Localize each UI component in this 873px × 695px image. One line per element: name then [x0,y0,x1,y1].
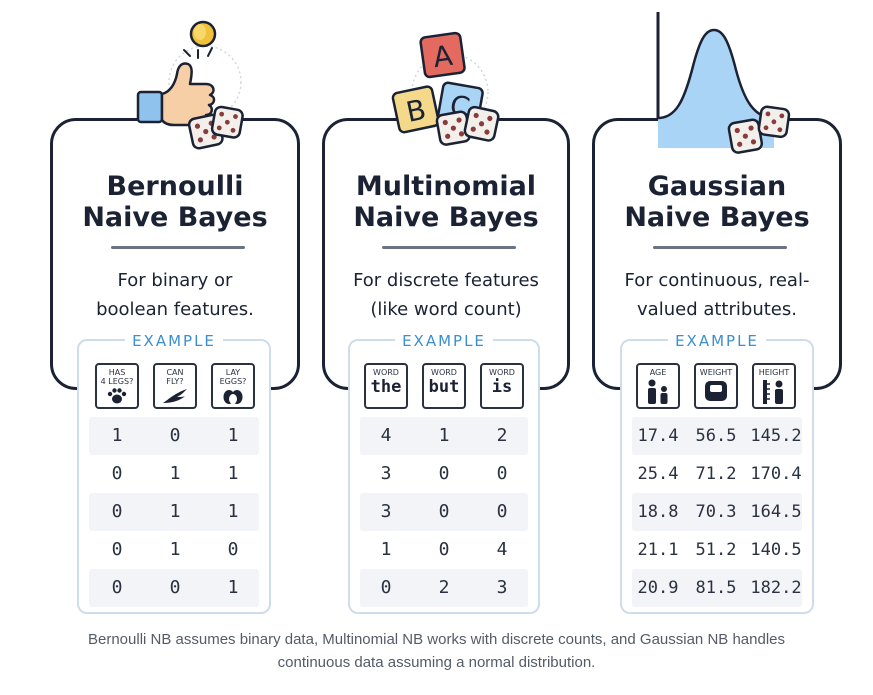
gaussian-title: Gaussian Naive Bayes [624,171,810,233]
table-row: 21.1 51.2 140.5 [637,540,802,560]
scale-icon [705,381,727,401]
gaussian-description: For continuous, real- valued attributes. [624,270,810,320]
block-letter-a: A [431,39,455,74]
people-age-icon [648,379,668,404]
wing-icon [163,389,187,403]
eggs-icon [223,390,243,404]
table-row: 25.4 71.2 170.4 [637,464,802,484]
table-row: 1 0 1 [89,417,259,455]
gaussian-example-table: EXAMPLE AGE WEIGHT HEIGHT [620,332,814,614]
gaussian-panel: Gaussian Naive Bayes For continuous, rea… [540,0,842,620]
normal-distribution-curve-icon [656,12,791,154]
paw-icon [107,388,127,404]
table-row: 0 0 1 [89,569,259,607]
table-row: 0 1 0 [111,539,239,560]
example-label: EXAMPLE [668,332,766,350]
table-row: 3 0 0 [360,493,528,531]
ruler-person-icon [763,380,783,404]
table-header-row: WORD the WORD but WORD is [350,363,538,413]
column-header-height: HEIGHT [752,363,796,409]
bernoulli-title: Bernoulli Naive Bayes [82,171,268,233]
table-row: 3 0 0 [380,463,508,484]
column-header-word-is: WORD is [480,363,524,409]
column-header-word-the: WORD the [364,363,408,409]
table-row: 17.4 56.5 145.2 [632,417,802,455]
figure-caption: Bernoulli NB assumes binary data, Multin… [88,631,785,671]
table-row: 0 1 1 [111,463,239,484]
table-body: 1 0 1 0 1 1 0 1 1 0 1 0 0 0 1 [89,417,259,607]
column-header-weight: WEIGHT [694,363,738,409]
title-divider [382,246,516,249]
abc-blocks-icon: A B C [391,31,500,146]
table-row: 20.9 81.5 182.2 [632,569,802,607]
title-divider [111,246,245,249]
multinomial-panel: Multinomial Naive Bayes For discrete fea… [270,0,570,620]
example-label: EXAMPLE [125,332,223,350]
column-header-lay-eggs: LAY EGGS? [211,363,255,409]
bernoulli-example-table: EXAMPLE HAS 4 LEGS? CAN FLY? LAY EGGS? [77,332,271,614]
example-label: EXAMPLE [395,332,493,350]
column-header-can-fly: CAN FLY? [153,363,197,409]
column-header-has-4-legs: HAS 4 LEGS? [95,363,139,409]
table-row: 4 1 2 [360,417,528,455]
table-header-row: AGE WEIGHT HEIGHT [622,363,812,413]
column-header-age: AGE [636,363,680,409]
table-row: 0 2 3 [360,569,528,607]
table-body: 17.4 56.5 145.2 25.4 71.2 170.4 18.8 70.… [632,417,802,607]
thumbs-up-coin-icon [136,20,244,150]
title-divider [653,246,787,249]
multinomial-example-table: EXAMPLE WORD the WORD but WORD is 4 1 2 … [348,332,540,614]
table-body: 4 1 2 3 0 0 3 0 0 1 0 4 0 2 3 [360,417,528,607]
bernoulli-description: For binary or boolean features. [96,270,254,320]
column-header-word-but: WORD but [422,363,466,409]
bernoulli-panel: Bernoulli Naive Bayes For binary or bool… [0,0,300,620]
table-row: 18.8 70.3 164.5 [632,493,802,531]
table-header-row: HAS 4 LEGS? CAN FLY? LAY EGGS? [79,363,269,413]
multinomial-description: For discrete features (like word count) [353,270,539,320]
table-row: 1 0 4 [380,539,508,560]
table-row: 0 1 1 [89,493,259,531]
multinomial-title: Multinomial Naive Bayes [353,171,539,233]
